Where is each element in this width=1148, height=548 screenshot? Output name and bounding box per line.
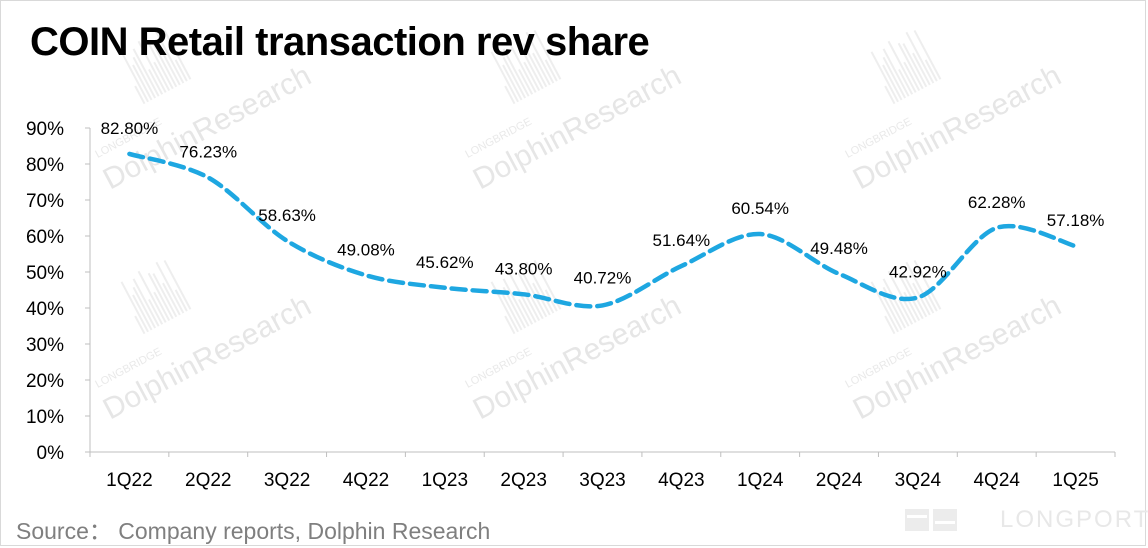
y-tick-label: 40% bbox=[26, 299, 64, 320]
watermark-brand: DolphinResearch bbox=[468, 59, 687, 196]
y-tick-label: 50% bbox=[26, 263, 64, 284]
x-tick-label: 1Q23 bbox=[422, 470, 468, 491]
x-tick-label: 2Q24 bbox=[816, 470, 863, 491]
watermark-brand: DolphinResearch bbox=[98, 289, 317, 426]
x-tick-label: 2Q22 bbox=[185, 470, 231, 491]
data-label: 43.80% bbox=[495, 259, 553, 278]
x-tick-label: 3Q23 bbox=[579, 470, 625, 491]
y-tick-label: 70% bbox=[26, 191, 64, 212]
y-tick-label: 90% bbox=[26, 119, 64, 140]
x-tick-label: 3Q22 bbox=[264, 470, 310, 491]
data-labels: 82.80% 76.23% 58.63% 49.08% 45.62% 43.80% 40.7… bbox=[101, 119, 1105, 287]
y-tick-label: 20% bbox=[26, 371, 64, 392]
x-tick-label: 2Q23 bbox=[500, 470, 546, 491]
y-tick-label: 0% bbox=[37, 443, 65, 464]
data-label: 57.18% bbox=[1047, 211, 1105, 230]
x-tick-label: 1Q24 bbox=[737, 470, 784, 491]
data-label: 49.08% bbox=[337, 240, 395, 259]
series-line bbox=[127, 151, 1078, 309]
watermark-brand: DolphinResearch bbox=[848, 289, 1067, 426]
x-tick-label: 1Q22 bbox=[106, 470, 152, 491]
data-label: 60.54% bbox=[731, 199, 789, 218]
longport-logo-icon bbox=[905, 509, 957, 531]
chart-axes bbox=[89, 128, 1115, 453]
watermark-brand: DolphinResearch bbox=[468, 289, 687, 426]
data-label: 51.64% bbox=[653, 231, 711, 250]
x-tick-label: 3Q24 bbox=[895, 470, 942, 491]
y-axis-ticks: 0% 10% 20% 30% 40% 50% 60% 70% 80% 90% bbox=[26, 119, 90, 464]
data-label: 82.80% bbox=[101, 119, 159, 138]
data-label: 40.72% bbox=[574, 268, 632, 287]
x-tick-label: 1Q25 bbox=[1052, 470, 1098, 491]
data-label: 49.48% bbox=[810, 239, 868, 258]
longport-logo-text: LONGPORT bbox=[1000, 506, 1148, 533]
x-tick-label: 4Q24 bbox=[973, 470, 1020, 491]
data-label: 58.63% bbox=[258, 206, 316, 225]
y-tick-label: 60% bbox=[26, 227, 64, 248]
x-tick-label: 4Q22 bbox=[343, 470, 389, 491]
data-series bbox=[127, 151, 1078, 309]
data-label: 45.62% bbox=[416, 253, 474, 272]
source-note: Source： Company reports, Dolphin Researc… bbox=[16, 518, 491, 544]
y-tick-label: 30% bbox=[26, 335, 64, 356]
chart-title: COIN Retail transaction rev share bbox=[30, 20, 650, 64]
watermark-brand: DolphinResearch bbox=[848, 59, 1067, 196]
x-tick-label: 4Q23 bbox=[658, 470, 704, 491]
y-tick-label: 80% bbox=[26, 155, 64, 176]
y-tick-label: 10% bbox=[26, 407, 64, 428]
x-axis-ticks: 1Q22 2Q22 3Q22 4Q22 1Q23 2Q23 3Q23 4Q23 1Q24 2Q24… bbox=[89, 452, 1116, 491]
data-label: 76.23% bbox=[179, 143, 237, 162]
data-label: 62.28% bbox=[968, 193, 1026, 212]
data-label: 42.92% bbox=[889, 262, 947, 281]
